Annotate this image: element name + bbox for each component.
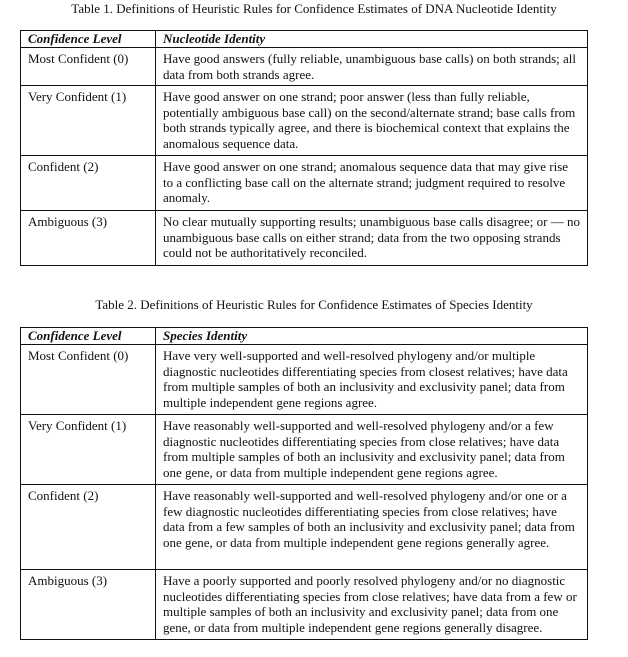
confidence-level-cell: Most Confident (0) [20, 47, 156, 86]
definition-cell: No clear mutually supporting results; un… [155, 210, 588, 266]
table1-caption: Table 1. Definitions of Heuristic Rules … [71, 1, 557, 16]
column-header-confidence-level: Confidence Level [20, 327, 156, 345]
table-header-row: Confidence Level Species Identity [20, 327, 588, 345]
confidence-level-cell: Very Confident (1) [20, 414, 156, 485]
definition-cell: Have a poorly supported and poorly resol… [155, 569, 588, 640]
column-header-species-identity: Species Identity [155, 327, 588, 345]
table-row: Ambiguous (3) No clear mutually supporti… [20, 210, 588, 266]
confidence-level-cell: Confident (2) [20, 155, 156, 211]
table-header-row: Confidence Level Nucleotide Identity [20, 30, 588, 48]
column-header-nucleotide-identity: Nucleotide Identity [155, 30, 588, 48]
confidence-level-cell: Ambiguous (3) [20, 569, 156, 640]
column-header-confidence-level: Confidence Level [20, 30, 156, 48]
definition-cell: Have reasonably well-supported and well-… [155, 414, 588, 485]
table-row: Confident (2) Have good answer on one st… [20, 155, 588, 211]
confidence-level-cell: Confident (2) [20, 484, 156, 570]
nucleotide-identity-table: Confidence Level Nucleotide Identity Mos… [20, 30, 588, 266]
definition-cell: Have reasonably well-supported and well-… [155, 484, 588, 570]
table2-caption: Table 2. Definitions of Heuristic Rules … [95, 297, 533, 312]
confidence-level-cell: Most Confident (0) [20, 344, 156, 415]
definition-cell: Have good answer on one strand; poor ans… [155, 85, 588, 156]
confidence-level-cell: Ambiguous (3) [20, 210, 156, 266]
definition-cell: Have very well-supported and well-resolv… [155, 344, 588, 415]
table-row: Most Confident (0) Have very well-suppor… [20, 344, 588, 415]
table-row: Ambiguous (3) Have a poorly supported an… [20, 569, 588, 640]
table-row: Very Confident (1) Have reasonably well-… [20, 414, 588, 485]
species-identity-table: Confidence Level Species Identity Most C… [20, 327, 588, 640]
table-row: Confident (2) Have reasonably well-suppo… [20, 484, 588, 570]
confidence-level-cell: Very Confident (1) [20, 85, 156, 156]
definition-cell: Have good answers (fully reliable, unamb… [155, 47, 588, 86]
table-row: Most Confident (0) Have good answers (fu… [20, 47, 588, 86]
definition-cell: Have good answer on one strand; anomalou… [155, 155, 588, 211]
table-row: Very Confident (1) Have good answer on o… [20, 85, 588, 156]
